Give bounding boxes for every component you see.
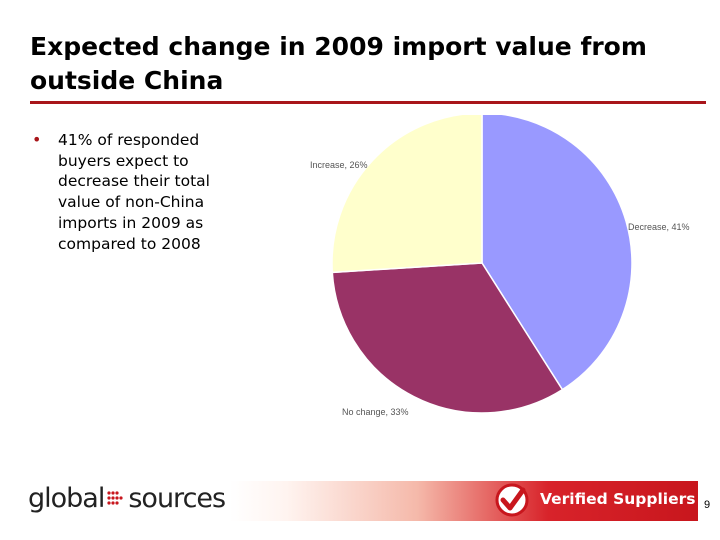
pie-label-no-change: No change, 33% <box>342 407 409 417</box>
logo-text-sources: sources <box>128 483 226 514</box>
bullet-text: 41% of responded buyers expect to decrea… <box>58 131 210 253</box>
global-sources-logo: global sources <box>28 483 226 514</box>
checkmark-badge-icon <box>495 483 529 517</box>
pie-slice-no-change <box>331 262 564 414</box>
verified-suppliers-label: Verified Suppliers <box>540 490 696 508</box>
pie-chart: Decrease, 41% No change, 33% Increase, 26% <box>310 115 690 417</box>
pie-label-increase: Increase, 26% <box>310 160 368 170</box>
slide-title: Expected change in 2009 import value fro… <box>30 32 647 95</box>
footer: global sources Verified Suppliers 9 <box>0 475 720 525</box>
bullet-marker: • <box>32 130 42 149</box>
title-divider <box>30 101 706 104</box>
bullet-list: • 41% of responded buyers expect to decr… <box>30 130 270 254</box>
pie-slice-increase <box>331 115 483 274</box>
logo-globe-icon <box>107 491 123 505</box>
page-number: 9 <box>704 499 711 511</box>
verified-suppliers-banner: Verified Suppliers <box>230 481 698 521</box>
bullet-item: • 41% of responded buyers expect to decr… <box>30 130 270 254</box>
logo-text-global: global <box>28 483 105 514</box>
pie-label-decrease: Decrease, 41% <box>628 222 690 232</box>
